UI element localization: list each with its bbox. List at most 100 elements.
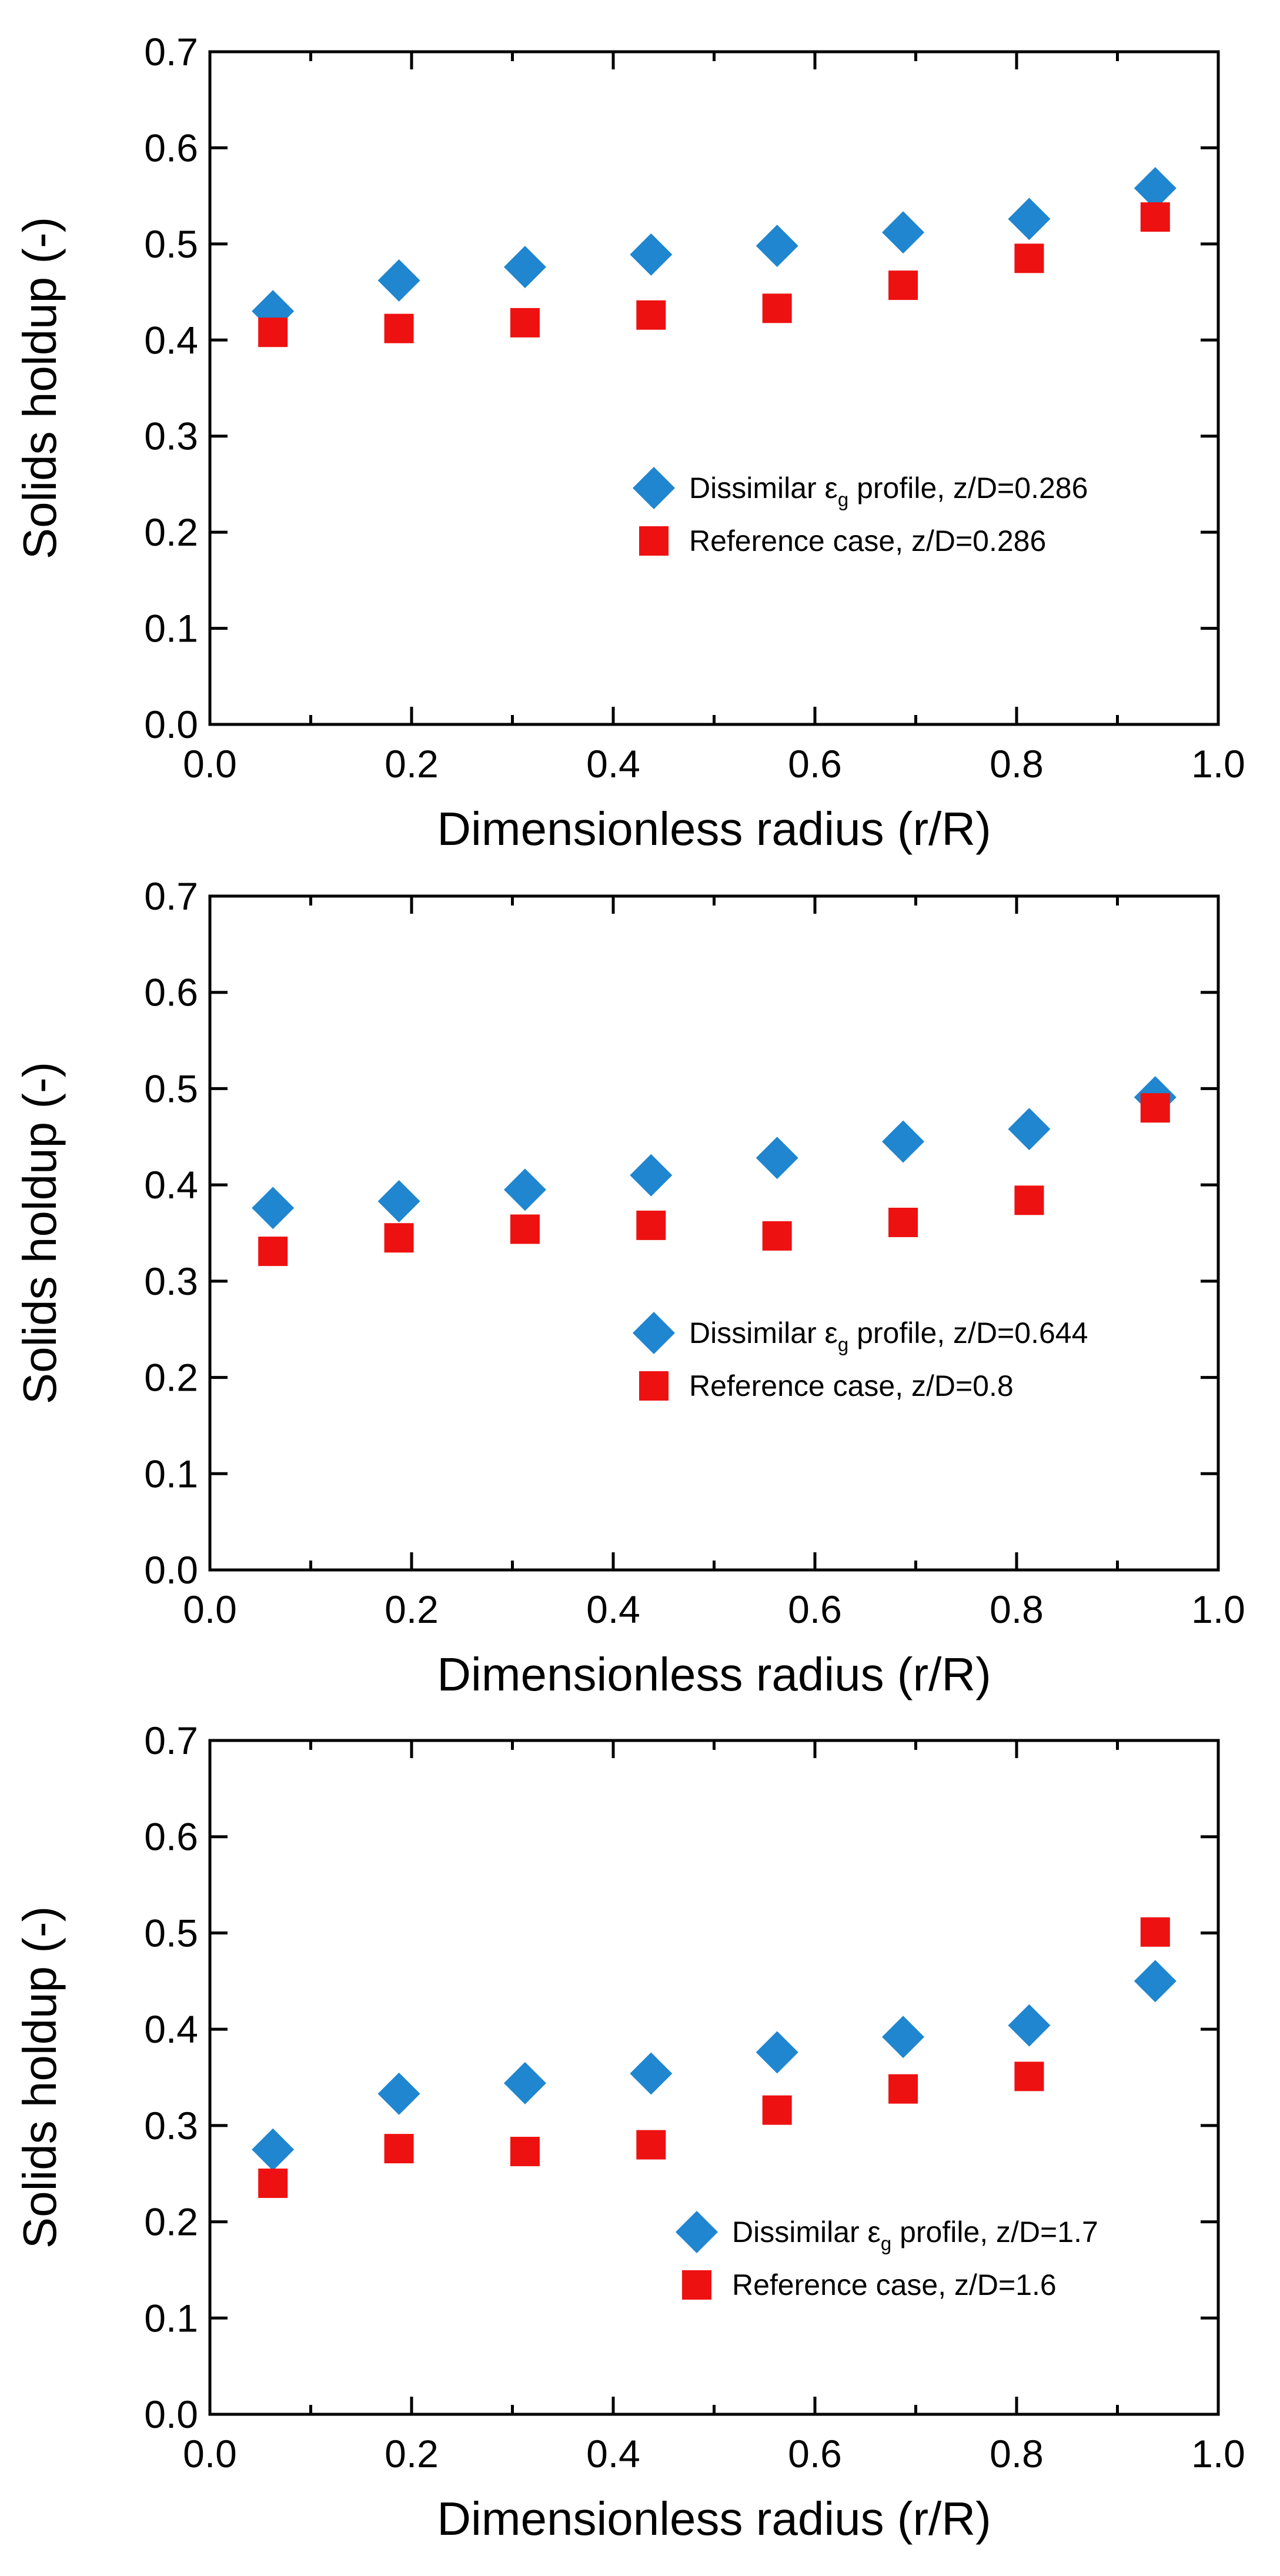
y-axis-title: Solids holdup (-) [14,1062,66,1405]
diamond-data-point [377,259,420,302]
diamond-data-point [1008,2004,1051,2047]
x-tick-label: 0.6 [788,2432,842,2475]
square-data-point [1014,1185,1044,1215]
square-data-point [636,2130,666,2160]
x-tick-label: 0.6 [788,1588,842,1631]
series-1 [252,1960,1177,2171]
x-tick-label: 0.2 [385,2432,439,2475]
y-tick-label: 0.1 [144,1452,198,1495]
x-tick-label: 0.0 [183,2432,237,2475]
diamond-data-point [882,2016,925,2059]
y-tick-label: 0.7 [144,1719,198,1762]
x-tick-label: 0.2 [385,1588,439,1631]
legend: Dissimilar εg profile, z/D=0.644 Referenc… [633,1312,1088,1402]
x-tick-label: 0.0 [183,742,237,786]
y-tick-label: 0.7 [144,30,198,73]
square-data-point [1014,2062,1044,2091]
diamond-data-point [1008,1108,1051,1151]
square-data-point [510,308,540,338]
diamond-data-point [1008,198,1051,240]
diamond-data-point [756,225,798,268]
chart-panel-1: 0.0 0.2 0.4 0.6 0.8 1.0 0.0 0.1 0.2 0.3 0.4 0.5 0.6 0… [14,30,1245,855]
square-data-point [384,2134,414,2164]
diamond-data-point [503,1168,546,1211]
x-tick-label: 1.0 [1191,742,1245,786]
plot-frame [208,50,1220,726]
plot-frame [208,894,1220,1572]
y-tick-label: 0.5 [144,1911,198,1954]
x-tick-label: 0.4 [586,2432,640,2475]
legend: Dissimilar εg profile, z/D=0.286 Referenc… [633,467,1088,557]
square-data-point [1014,243,1044,273]
chart-panel-3: 0.0 0.2 0.4 0.6 0.8 1.0 0.0 0.1 0.2 0.3 0.4 0.5 0.6 0… [14,1719,1245,2545]
legend: Dissimilar εg profile, z/D=1.7 Reference … [676,2211,1098,2301]
diamond-data-point [882,1120,925,1163]
diamond-data-point [1134,1960,1177,2003]
legend-square-marker [639,526,669,556]
legend-square-marker [682,2270,711,2300]
x-tick-label: 0.4 [586,742,640,786]
y-tick-label: 0.3 [144,1259,198,1303]
diamond-data-point [252,1187,295,1229]
y-tick-label: 0.3 [144,415,198,458]
y-tick-label: 0.7 [144,874,198,918]
diamond-data-point [377,1180,420,1222]
series-2 [258,1093,1170,1267]
square-data-point [258,318,288,348]
x-tick-label: 0.2 [385,742,439,786]
legend-label: Dissimilar εg profile, z/D=1.7 [732,2216,1098,2254]
y-tick-label: 0.4 [144,318,198,362]
legend-diamond-marker [633,1312,675,1354]
diamond-data-point [756,2031,798,2074]
y-tick-label: 0.3 [144,2104,198,2147]
diamond-data-point [630,233,673,276]
square-data-point [510,1214,540,1244]
x-tick-label: 1.0 [1191,1588,1245,1631]
legend-diamond-marker [633,467,675,509]
x-tick-label: 0.4 [586,1588,640,1631]
y-tick-label: 0.6 [144,971,198,1014]
x-axis-title: Dimensionless radius (r/R) [437,1648,991,1700]
y-tick-label: 0.6 [144,1815,198,1859]
x-tick-label: 0.6 [788,742,842,786]
y-tick-label: 0.4 [144,2007,198,2051]
square-data-point [888,270,918,300]
y-axis-title: Solids holdup (-) [14,1906,66,2249]
y-tick-label: 0.5 [144,222,198,266]
plot-frame [208,1739,1220,2416]
legend-diamond-marker [676,2211,718,2253]
square-data-point [762,293,792,323]
diamond-data-point [630,1154,673,1197]
diamond-data-point [503,246,546,289]
square-data-point [636,1210,666,1240]
square-data-point [384,1223,414,1253]
series-2 [258,202,1170,348]
y-tick-label: 0.6 [144,126,198,169]
square-data-point [888,2074,918,2104]
x-tick-label: 0.0 [183,1588,237,1631]
legend-square-marker [639,1371,669,1401]
y-tick-label: 0.2 [144,1356,198,1399]
diamond-data-point [377,2072,420,2115]
y-tick-label: 0.2 [144,2200,198,2244]
y-tick-label: 0.4 [144,1163,198,1207]
series-1 [252,1076,1177,1229]
diamond-data-point [630,2052,673,2095]
x-axis-title: Dimensionless radius (r/R) [437,803,991,855]
diamond-data-point [756,1137,798,1180]
legend-label: Dissimilar εg profile, z/D=0.644 [689,1317,1088,1355]
x-axis-title: Dimensionless radius (r/R) [437,2493,991,2545]
y-tick-label: 0.1 [144,2296,198,2340]
y-tick-label: 0.0 [144,703,198,746]
x-tick-label: 1.0 [1191,2432,1245,2475]
square-data-point [888,1207,918,1237]
y-tick-label: 0.5 [144,1067,198,1110]
x-tick-label: 0.8 [990,2432,1044,2475]
diamond-data-point [252,2128,295,2171]
square-data-point [1140,1093,1170,1123]
legend-label: Reference case, z/D=0.8 [689,1369,1014,1402]
square-data-point [384,313,414,343]
diamond-data-point [882,211,925,254]
legend-label: Reference case, z/D=0.286 [689,524,1046,557]
